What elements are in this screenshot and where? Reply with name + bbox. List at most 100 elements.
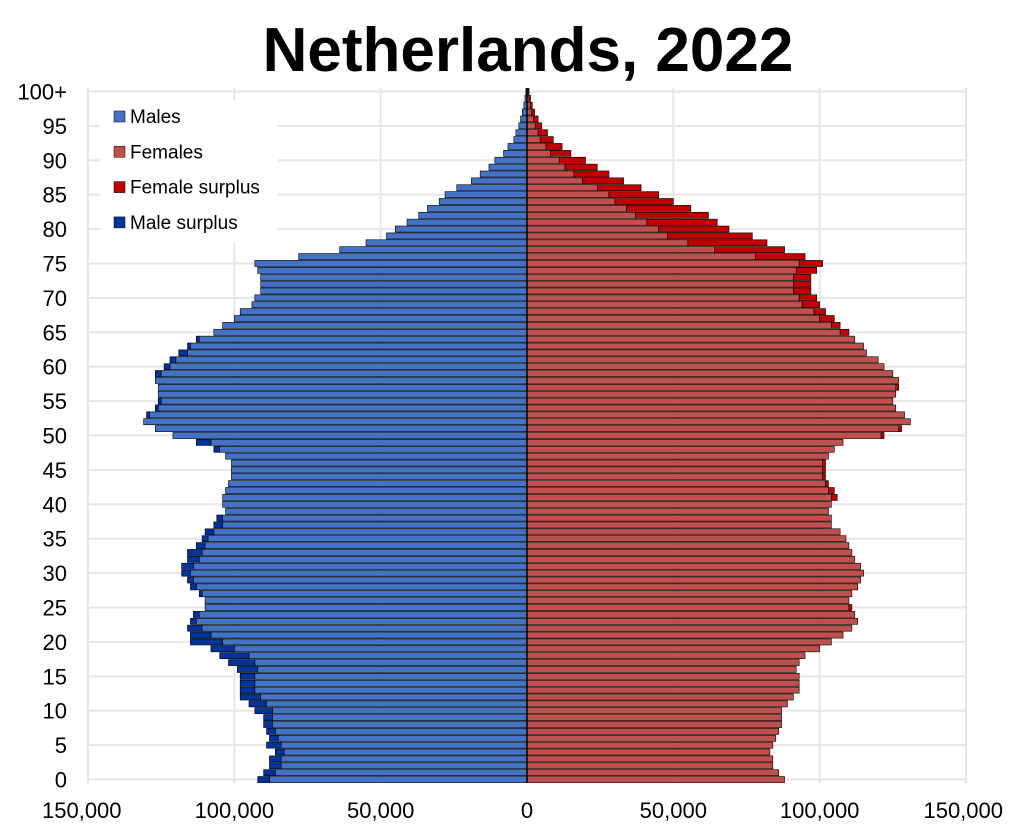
male-bar	[518, 122, 528, 130]
female-bar	[526, 693, 794, 701]
female-surplus-bar	[714, 246, 785, 254]
female-surplus-bar	[527, 88, 530, 95]
legend-swatch	[113, 146, 126, 158]
male-bar	[195, 617, 528, 625]
male-bar	[201, 624, 528, 632]
male-surplus-bar	[239, 673, 256, 680]
male-surplus-bar	[248, 700, 267, 708]
female-surplus-bar	[793, 280, 812, 288]
female-bar	[526, 129, 539, 137]
female-surplus-bar	[545, 143, 563, 150]
male-bar	[513, 136, 528, 143]
female-surplus-bar	[531, 108, 535, 116]
female-bar	[526, 267, 797, 274]
female-surplus-bar	[801, 301, 820, 309]
male-bar	[157, 404, 528, 412]
female-surplus-bar	[529, 101, 533, 109]
age-tick-label: 45	[43, 458, 67, 483]
male-bar	[234, 315, 528, 322]
legend-swatch	[113, 216, 126, 229]
male-bar	[280, 762, 528, 770]
female-bar	[526, 755, 774, 763]
male-surplus-bar	[163, 363, 171, 371]
female-bar	[526, 487, 829, 494]
male-bar	[280, 755, 528, 763]
female-bar	[526, 156, 560, 164]
male-bar	[283, 748, 528, 756]
age-tick-label: 90	[43, 148, 67, 173]
female-bar	[526, 734, 777, 742]
male-bar	[456, 184, 528, 192]
male-bar	[254, 659, 528, 666]
female-bar	[526, 480, 826, 488]
male-surplus-bar	[269, 762, 282, 770]
female-surplus-bar	[550, 150, 572, 157]
male-surplus-bar	[169, 356, 177, 364]
female-bar	[526, 287, 794, 295]
male-bar	[438, 198, 528, 205]
female-bar	[526, 776, 785, 783]
female-bar	[526, 514, 832, 522]
female-bar	[526, 700, 788, 708]
male-bar	[210, 439, 528, 446]
female-bar	[526, 624, 853, 632]
male-bar	[204, 542, 528, 549]
female-bar	[526, 218, 648, 226]
legend-label: Female surplus	[130, 178, 260, 199]
male-bar	[257, 666, 528, 673]
age-tick-label: 50	[43, 424, 67, 449]
male-bar	[494, 156, 528, 164]
female-bar	[526, 411, 905, 419]
female-surplus-bar	[754, 253, 806, 260]
male-bar	[172, 432, 528, 439]
male-bar	[507, 143, 528, 150]
female-bar	[526, 583, 859, 591]
chart-title: Netherlands, 2022	[263, 16, 794, 85]
female-bar	[526, 143, 547, 150]
male-bar	[190, 569, 528, 577]
bars	[143, 88, 911, 783]
male-bar	[222, 521, 528, 529]
male-bar	[225, 487, 528, 494]
age-tick-label: 20	[43, 630, 67, 655]
male-surplus-bar	[269, 755, 282, 763]
female-bar	[526, 762, 774, 770]
female-bar	[526, 432, 882, 439]
male-bar	[266, 700, 528, 708]
legend-swatch	[113, 181, 126, 193]
female-surplus-bar	[813, 308, 826, 315]
male-bar	[471, 177, 528, 185]
age-tick-label: 100+	[17, 79, 67, 104]
female-surplus-bar	[798, 294, 818, 302]
male-bar	[204, 597, 528, 604]
female-surplus-bar	[528, 94, 531, 102]
female-bar	[526, 205, 627, 212]
male-bar	[254, 679, 528, 687]
male-bar	[201, 549, 528, 556]
male-bar	[187, 349, 528, 357]
male-surplus-bar	[213, 445, 220, 453]
male-bar	[222, 638, 528, 646]
female-bar	[526, 631, 844, 639]
female-bar	[526, 425, 899, 432]
female-bar	[526, 590, 853, 598]
male-bar	[160, 370, 528, 377]
male-bar	[365, 239, 528, 247]
male-surplus-bar	[204, 528, 215, 536]
female-bar	[526, 562, 861, 570]
female-bar	[526, 679, 800, 687]
legend-label: Male surplus	[130, 213, 238, 234]
male-surplus-bar	[239, 686, 256, 694]
population-tick-label: 0	[521, 798, 533, 823]
female-bar	[526, 356, 879, 364]
male-bar	[479, 170, 528, 178]
female-bar	[526, 239, 689, 247]
male-surplus-bar	[190, 617, 197, 625]
male-surplus-bar	[155, 404, 159, 412]
female-surplus-bar	[793, 273, 812, 281]
female-surplus-bar	[608, 191, 659, 198]
male-bar	[254, 294, 528, 302]
male-surplus-bar	[187, 576, 194, 584]
female-surplus-bar	[687, 239, 768, 247]
